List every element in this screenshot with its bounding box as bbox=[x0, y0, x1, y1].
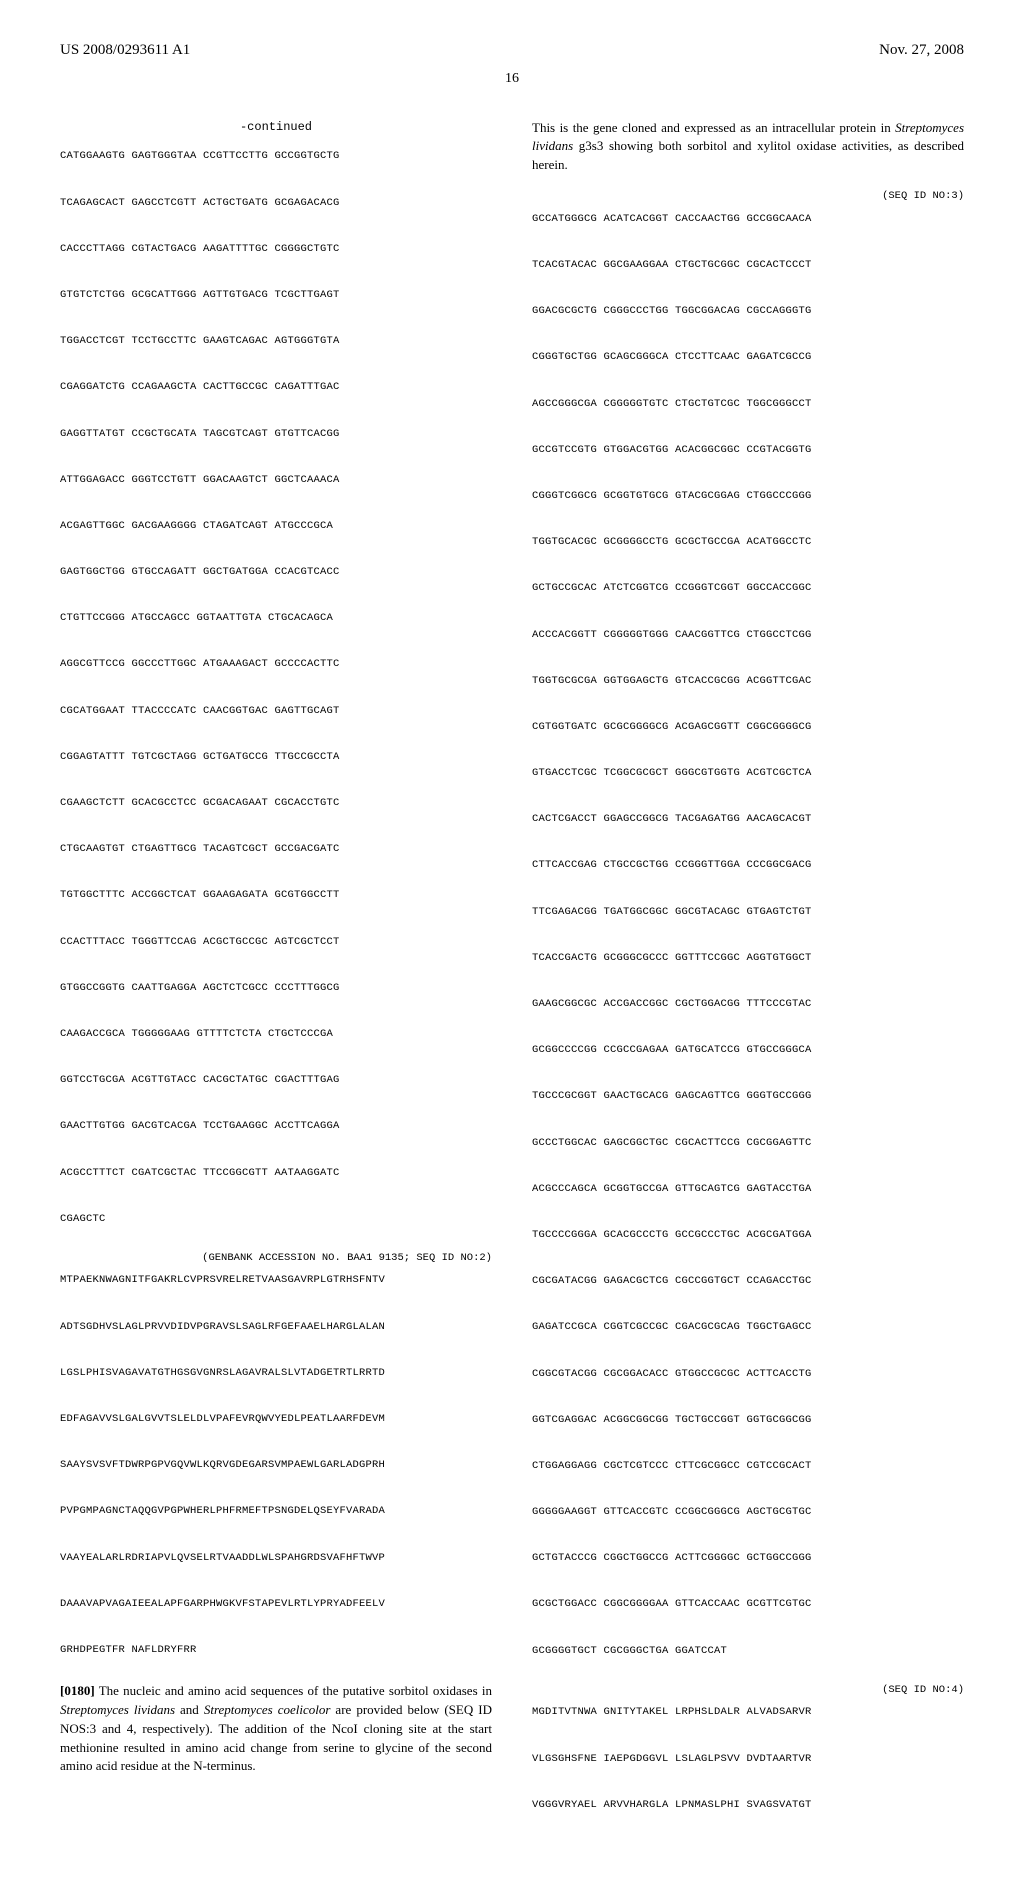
page-header: US 2008/0293611 A1 Nov. 27, 2008 bbox=[60, 40, 964, 61]
paragraph-0180: [0180] The nucleic and amino acid sequen… bbox=[60, 1682, 492, 1776]
seq4-label: (SEQ ID NO:4) bbox=[532, 1683, 964, 1698]
intro-text-2: g3s3 showing both sorbitol and xylitol o… bbox=[532, 138, 964, 172]
para-italic-2: Streptomyces coelicolor bbox=[204, 1702, 331, 1717]
seq-block-3: GCCATGGGCG ACATCACGGT CACCAACTGG GCCGGCA… bbox=[532, 208, 964, 1663]
patent-number: US 2008/0293611 A1 bbox=[60, 40, 190, 61]
para-italic-1: Streptomyces lividans bbox=[60, 1702, 175, 1717]
content-columns: -continued CATGGAAGTG GAGTGGGTAA CCGTTCC… bbox=[60, 119, 964, 1837]
continued-label: -continued bbox=[60, 119, 492, 136]
left-column: -continued CATGGAAGTG GAGTGGGTAA CCGTTCC… bbox=[60, 119, 492, 1837]
intro-paragraph: This is the gene cloned and expressed as… bbox=[532, 119, 964, 176]
para-text-1: The nucleic and amino acid sequences of … bbox=[99, 1683, 492, 1698]
seq3-label: (SEQ ID NO:3) bbox=[532, 189, 964, 204]
seq2-label: (GENBANK ACCESSION NO. BAA1 9135; SEQ ID… bbox=[60, 1251, 492, 1266]
seq-block-1: CATGGAAGTG GAGTGGGTAA CCGTTCCTTG GCCGGTG… bbox=[60, 145, 492, 1230]
para-text-mid: and bbox=[175, 1702, 204, 1717]
seq-block-4: MGDITVTNWA GNITYTAKEL LRPHSLDALR ALVADSA… bbox=[532, 1701, 964, 1816]
page-number: 16 bbox=[60, 69, 964, 89]
intro-text-1: This is the gene cloned and expressed as… bbox=[532, 120, 895, 135]
para-number: [0180] bbox=[60, 1683, 95, 1698]
right-column: This is the gene cloned and expressed as… bbox=[532, 119, 964, 1837]
publication-date: Nov. 27, 2008 bbox=[879, 40, 964, 61]
seq-block-2: MTPAEKNWAGNITFGAKRLCVPRSVRELRETVAASGAVRP… bbox=[60, 1269, 492, 1662]
